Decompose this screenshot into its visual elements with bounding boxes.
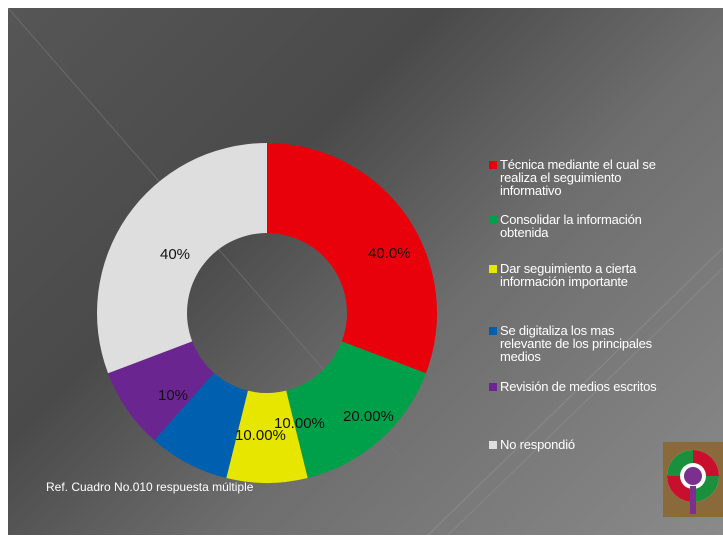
donut-slice (286, 341, 426, 479)
legend-label-line: medios (500, 349, 541, 364)
legend-swatch (489, 383, 497, 391)
data-label: 40% (160, 246, 190, 263)
legend-item: Revisión de medios escritos (489, 380, 721, 393)
legend-swatch (489, 265, 497, 273)
donut-chart: 40.0% 20.00% 10.00%10.00% 10% 40% (96, 143, 437, 484)
legend-label: Dar seguimiento a cierta información impo… (500, 262, 636, 288)
circular-emblem-icon (663, 442, 723, 517)
legend-swatch (489, 161, 497, 169)
donut-slice (226, 390, 308, 484)
legend-label-line: Técnica mediante el cual se (500, 157, 656, 172)
legend-item: No respondió (489, 438, 721, 451)
donut-slice (96, 143, 267, 374)
legend-label-line: información importante (500, 274, 628, 289)
donut-slice (108, 341, 214, 441)
legend-swatch (489, 216, 497, 224)
legend-label-line: Dar seguimiento a cierta (500, 261, 637, 276)
donut-slice (267, 143, 437, 374)
legend-label-line: Consolidar la información (500, 212, 642, 227)
legend-label-line: obtenida (500, 225, 549, 240)
legend-swatch (489, 441, 497, 449)
legend-item: Consolidar la información obtenida (489, 213, 721, 239)
legend-label-line: relevante de los principales (500, 336, 652, 351)
legend-label-line: realiza el seguimiento (500, 170, 622, 185)
legend-label: Consolidar la información obtenida (500, 213, 642, 239)
legend-label-line: Se digitaliza los mas (500, 323, 615, 338)
legend-label: No respondió (500, 438, 575, 451)
legend-item: Se digitaliza los mas relevante de los pr… (489, 324, 721, 363)
source-note: Ref. Cuadro No.010 respuesta múltiple (46, 480, 254, 494)
legend-label-line: informativo (500, 183, 562, 198)
legend-label: Revisión de medios escritos (500, 379, 657, 394)
data-label: 20.00% (343, 408, 394, 425)
legend-label: Se digitaliza los mas relevante de los pr… (500, 324, 652, 363)
legend-item: Dar seguimiento a cierta información impo… (489, 262, 721, 288)
legend-label-line: Revisión de medios escritos (500, 379, 657, 394)
legend-label: Técnica mediante el cual se realiza el se… (500, 158, 656, 197)
legend-item: Técnica mediante el cual se realiza el se… (489, 158, 721, 197)
legend-label-line: No respondió (500, 437, 575, 452)
data-label: 10.00% (235, 427, 286, 444)
data-label: 10% (158, 387, 188, 404)
slide-background: 40.0% 20.00% 10.00% 10.00% 10% 40% Técnica me… (8, 8, 723, 535)
donut-slice (154, 372, 248, 479)
data-label: 40.0% (368, 245, 411, 262)
data-label: 10.00% (274, 415, 325, 432)
legend-swatch (489, 327, 497, 335)
